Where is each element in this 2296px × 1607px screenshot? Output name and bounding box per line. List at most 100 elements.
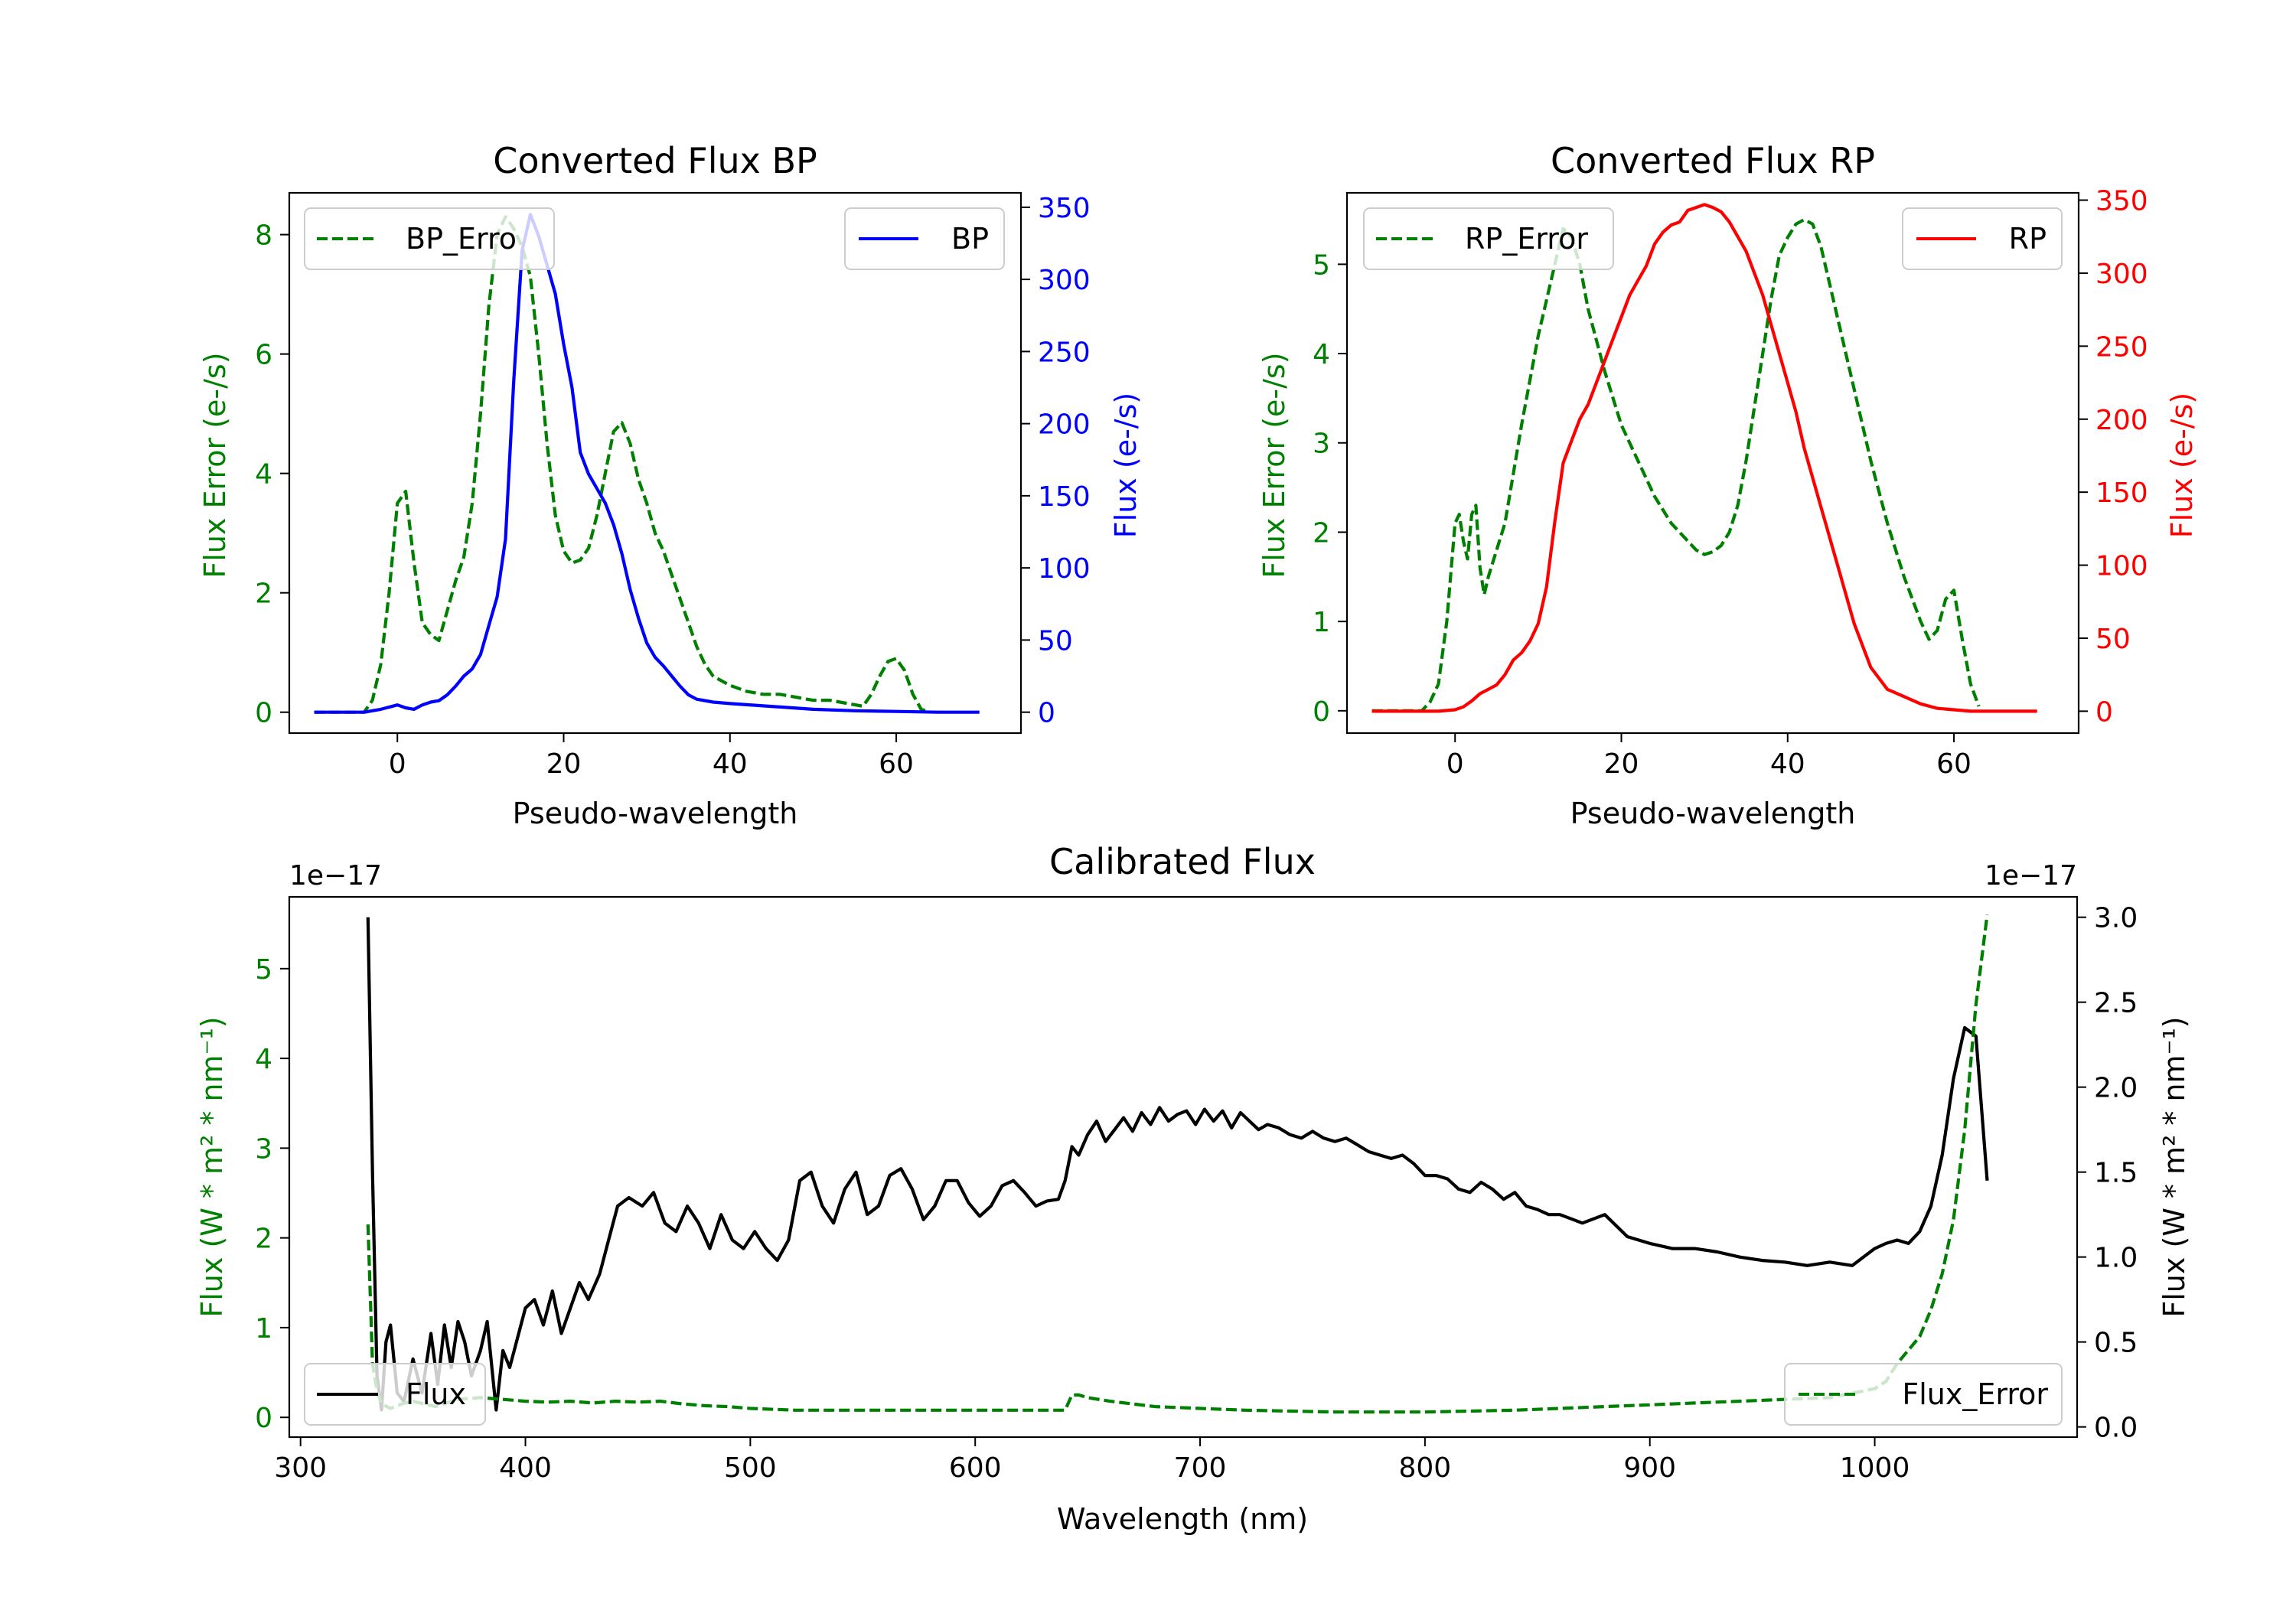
rp-legend-right: RP xyxy=(1902,207,2063,270)
calibrated-series-flux-error xyxy=(366,914,1989,1414)
rp-ytick-right-label: 200 xyxy=(2095,405,2148,436)
calibrated-ytick-right-label: 2.0 xyxy=(2094,1073,2138,1104)
rp-xtick-label: 20 xyxy=(1604,748,1639,780)
calibrated-xtick-label: 300 xyxy=(274,1452,327,1484)
bp-legend-right-box xyxy=(844,207,1005,270)
calibrated-ytick-right-label: 0.0 xyxy=(2094,1413,2138,1444)
bp-ytick-right-label: 100 xyxy=(1038,553,1091,585)
calibrated-xtick-label: 1000 xyxy=(1840,1452,1910,1484)
calibrated-ytick-left-label: 3 xyxy=(255,1133,272,1165)
calibrated-ytick-right-label: 1.5 xyxy=(2094,1158,2138,1189)
rp-title: Converted Flux RP xyxy=(1551,140,1875,181)
rp-ytick-right-label: 50 xyxy=(2095,624,2131,655)
calibrated-xlabel: Wavelength (nm) xyxy=(1057,1502,1308,1536)
bp-legend-right: BP xyxy=(844,207,1005,270)
rp-legend-right-box xyxy=(1902,207,2063,270)
calibrated-legend-right: Flux_Error xyxy=(1784,1363,2063,1426)
rp-ytick-right-label: 0 xyxy=(2095,696,2113,728)
calibrated-ytick-left-label: 4 xyxy=(255,1044,272,1075)
rp-ytick-left-label: 0 xyxy=(1313,696,1330,728)
calibrated-offset-right: 1e−17 xyxy=(1985,860,2077,892)
rp-ytick-right-label: 300 xyxy=(2095,259,2148,290)
rp-ytick-right-label: 150 xyxy=(2095,478,2148,509)
bp-ylabel-left: Flux Error (e-/s) xyxy=(198,352,232,578)
bp-ytick-right-label: 150 xyxy=(1038,481,1091,513)
bp-ytick-right-label: 350 xyxy=(1038,193,1091,224)
rp-xtick-label: 60 xyxy=(1936,748,1971,780)
calibrated-ytick-right-label: 1.0 xyxy=(2094,1243,2138,1274)
calibrated-xtick-label: 600 xyxy=(949,1452,1002,1484)
calibrated-ytick-right-label: 3.0 xyxy=(2094,903,2138,934)
bp-xlabel: Pseudo-wavelength xyxy=(513,797,798,830)
bp-ylabel-right: Flux (e-/s) xyxy=(1109,393,1143,538)
bp-xtick-label: 0 xyxy=(389,748,406,780)
bp-xtick-label: 40 xyxy=(713,748,748,780)
bp-ytick-left-label: 0 xyxy=(255,698,272,729)
rp-series-rp-error xyxy=(1371,217,1981,712)
rp-ytick-left-label: 3 xyxy=(1313,429,1330,460)
bp-ytick-left-label: 4 xyxy=(255,459,272,491)
calibrated-ytick-left-label: 1 xyxy=(255,1313,272,1345)
calibrated-ytick-left-label: 2 xyxy=(255,1224,272,1255)
bp-series-bp-error xyxy=(314,215,931,714)
bp-axes-frame xyxy=(288,191,1022,735)
rp-ytick-left-label: 1 xyxy=(1313,607,1330,638)
bp-panel: Converted Flux BP Pseudo-wavelength Flux… xyxy=(198,140,1143,830)
rp-ylabel-right: Flux (e-/s) xyxy=(2165,393,2199,538)
rp-series-rp xyxy=(1371,203,2037,713)
bp-ytick-right-label: 0 xyxy=(1038,698,1055,729)
calibrated-title: Calibrated Flux xyxy=(1049,841,1316,882)
calibrated-series-flux xyxy=(366,917,1989,1412)
rp-ytick-right-label: 250 xyxy=(2095,331,2148,363)
bp-ytick-right-label: 300 xyxy=(1038,265,1091,296)
flux-error-legend-label: Flux_Error xyxy=(1902,1377,2048,1411)
bp-xtick-label: 60 xyxy=(879,748,914,780)
rp-xlabel: Pseudo-wavelength xyxy=(1570,797,1856,830)
calibrated-panel: Calibrated Flux 1e−17 1e−17 Wavelength (… xyxy=(195,841,2191,1536)
bp-legend-left: BP_Erro xyxy=(304,207,555,270)
calibrated-ytick-right-label: 0.5 xyxy=(2094,1328,2138,1359)
rp-xtick-label: 0 xyxy=(1446,748,1464,780)
calibrated-xtick-label: 700 xyxy=(1174,1452,1227,1484)
calibrated-ytick-right-label: 2.5 xyxy=(2094,988,2138,1019)
rp-legend-left: RP_Error xyxy=(1363,207,1614,270)
calibrated-xtick-label: 800 xyxy=(1399,1452,1452,1484)
calibrated-xtick-label: 500 xyxy=(724,1452,777,1484)
calibrated-legend-left: Flux xyxy=(304,1363,486,1426)
bp-legend-left-box xyxy=(304,207,555,270)
bp-title: Converted Flux BP xyxy=(493,140,817,181)
bp-ytick-right-label: 250 xyxy=(1038,337,1091,368)
rp-ytick-left-label: 2 xyxy=(1313,517,1330,549)
bp-series-bp xyxy=(314,213,980,714)
bp-ytick-left-label: 6 xyxy=(255,340,272,371)
bp-ytick-left-label: 2 xyxy=(255,579,272,610)
rp-xtick-label: 40 xyxy=(1770,748,1805,780)
calibrated-legend-right-box xyxy=(1784,1363,2063,1426)
bp-ytick-right-label: 50 xyxy=(1038,625,1073,657)
rp-error-legend-label: RP_Error xyxy=(1465,222,1588,256)
rp-ylabel-left: Flux Error (e-/s) xyxy=(1257,352,1291,578)
rp-legend-label: RP xyxy=(2009,222,2047,256)
rp-ytick-left-label: 4 xyxy=(1313,339,1330,370)
bp-ytick-right-label: 200 xyxy=(1038,409,1091,441)
rp-ytick-right-label: 100 xyxy=(2095,551,2148,582)
bp-xtick-label: 20 xyxy=(546,748,582,780)
calibrated-plot-area: 300 400 500 600 700 800 900 1000 0 1 2 3 4 5 0.0 0.5 1.0… xyxy=(255,903,2138,1484)
calibrated-ylabel-left: Flux (W * m² * nm⁻¹) xyxy=(195,1016,229,1317)
bp-ytick-left-label: 8 xyxy=(255,220,272,252)
rp-axes-frame xyxy=(1345,191,2080,735)
calibrated-xtick-label: 900 xyxy=(1623,1452,1676,1484)
rp-panel: Converted Flux RP Pseudo-wavelength Flux… xyxy=(1257,140,2199,830)
calibrated-legend-left-box xyxy=(304,1363,486,1426)
calibrated-ytick-left-label: 0 xyxy=(255,1403,272,1434)
calibrated-xtick-label: 400 xyxy=(499,1452,552,1484)
calibrated-offset-left: 1e−17 xyxy=(289,860,382,892)
bp-legend-label: BP xyxy=(951,222,989,256)
rp-ytick-left-label: 5 xyxy=(1313,249,1330,281)
flux-legend-label: Flux xyxy=(406,1377,466,1411)
bp-plot-area: 0 20 40 60 0 2 4 6 8 0 50 100 150 200 250 300 350 xyxy=(255,193,1091,780)
rp-legend-left-box xyxy=(1363,207,1614,270)
calibrated-axes-frame xyxy=(288,895,2079,1439)
bp-error-legend-label: BP_Erro xyxy=(406,222,517,256)
